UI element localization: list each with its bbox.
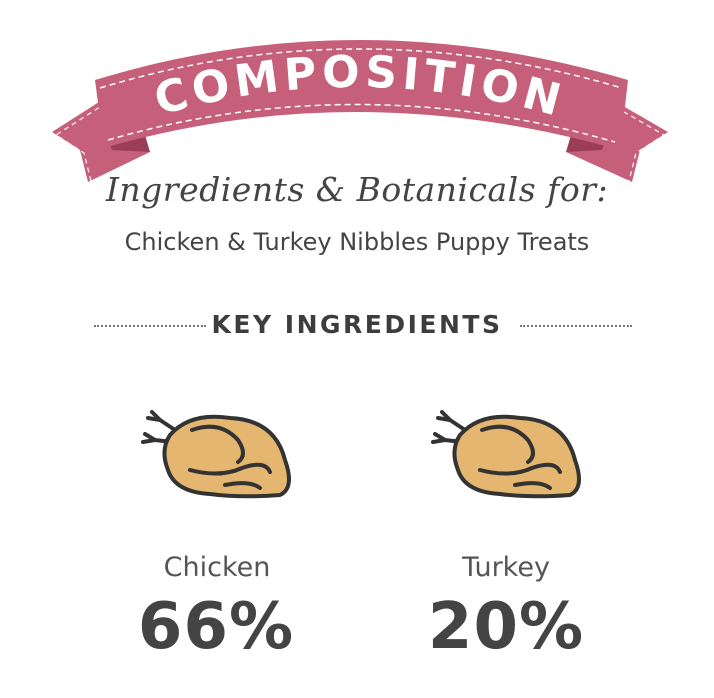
subtitle: Ingredients & Botanicals for: — [105, 170, 609, 209]
ingredient-name-chicken: Chicken — [163, 552, 271, 583]
ingredient-percent-turkey: 20% — [427, 590, 585, 664]
section-heading: KEY INGREDIENTS — [211, 310, 503, 339]
divider-right — [520, 325, 632, 327]
roast-chicken-icon — [141, 410, 291, 499]
ribbon-shape — [52, 40, 668, 186]
divider-left — [94, 325, 206, 327]
ingredient-percent-chicken: 66% — [137, 590, 295, 664]
product-name: Chicken & Turkey Nibbles Puppy Treats — [124, 228, 590, 256]
ingredient-name-turkey: Turkey — [462, 552, 550, 583]
composition-banner: COMPOSITION — [52, 40, 668, 186]
roast-turkey-icon — [431, 410, 581, 499]
